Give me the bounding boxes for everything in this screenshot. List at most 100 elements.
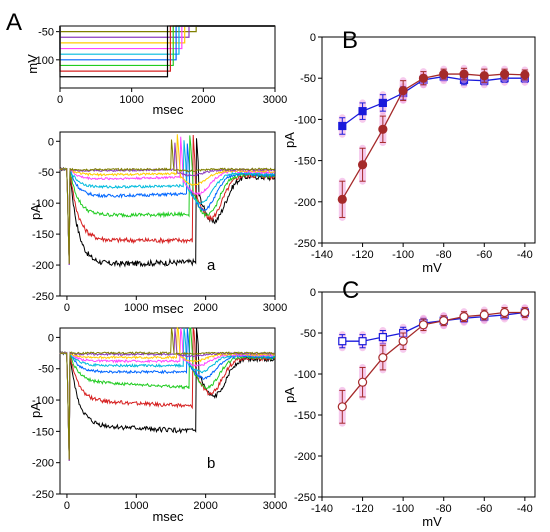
y-tick-label: 0	[310, 32, 316, 44]
y-tick-label: -250	[32, 489, 54, 501]
data-point	[439, 316, 449, 326]
y-tick-label: -100	[32, 395, 54, 407]
protocol-plot: 0 1000 2000 3000 -50 -100 msec mV	[25, 25, 287, 117]
data-point	[378, 98, 387, 108]
y-tick-label: 0	[48, 332, 54, 344]
current-trace	[59, 327, 276, 460]
series-line	[341, 311, 525, 408]
x-tick-label: -60	[476, 503, 492, 515]
iv-plot-B: -140 -120 -100 -80 -60 -40 0 -50 -100 -150 -200 -25…	[282, 32, 536, 275]
panel-label-C: C	[342, 277, 359, 304]
y-tick-label: -200	[294, 451, 316, 463]
y-tick-label: 0	[310, 287, 316, 299]
y-tick-label: -250	[294, 238, 316, 250]
y-tick-label: -250	[32, 291, 54, 303]
x-axis-label: msec	[152, 509, 184, 524]
data-point	[357, 377, 368, 387]
current-trace	[59, 327, 276, 461]
x-tick-label: 2000	[193, 500, 217, 512]
x-tick-label: 3000	[263, 94, 287, 106]
x-tick-label: -100	[392, 503, 414, 515]
current-trace	[59, 139, 275, 264]
panel-label-B: B	[342, 27, 358, 54]
current-traces-b-plot: 0 1000 2000 3000 0 -50 -100 -150 -200 -250 msec pA	[28, 326, 287, 524]
data-point	[459, 312, 469, 322]
series-line	[341, 73, 525, 200]
data-point	[418, 320, 429, 330]
x-tick-label: 1000	[124, 500, 148, 512]
x-tick-label: -120	[352, 249, 374, 261]
y-axis-label: pA	[282, 132, 297, 148]
data-point	[439, 69, 449, 79]
current-trace	[59, 327, 276, 461]
y-tick-label: -50	[38, 364, 54, 376]
y-tick-label: -50	[300, 328, 316, 340]
current-trace	[59, 134, 275, 264]
voltage-step-trace	[59, 25, 275, 78]
x-tick-label: -120	[352, 503, 374, 515]
y-tick-label: 0	[48, 136, 54, 148]
series-line	[342, 311, 525, 342]
data-point	[337, 402, 347, 412]
data-point	[398, 336, 408, 346]
current-trace	[59, 140, 275, 264]
data-point	[398, 85, 408, 96]
data-point	[337, 194, 347, 204]
series-line	[341, 75, 525, 127]
sublabel-a: a	[207, 257, 216, 274]
current-trace	[59, 327, 276, 459]
y-tick-label: -150	[294, 410, 316, 422]
data-point	[479, 71, 489, 81]
x-tick-label: 0	[57, 94, 63, 106]
current-traces-a-plot: 0 1000 2000 3000 0 -50 -100 -150 -200 -250 msec pA	[28, 131, 287, 316]
current-trace	[59, 138, 276, 269]
current-trace	[59, 136, 275, 265]
x-axis-label: msec	[152, 301, 184, 316]
x-tick-label: 1000	[124, 302, 148, 314]
data-point	[338, 337, 347, 346]
x-tick-label: -60	[476, 249, 492, 261]
plot-frame	[59, 327, 276, 495]
x-tick-label: 2000	[193, 302, 217, 314]
plot-frame	[321, 36, 536, 244]
data-point	[378, 333, 387, 342]
x-tick-label: -80	[436, 503, 452, 515]
data-point	[499, 69, 510, 79]
current-trace	[59, 327, 276, 460]
current-trace	[59, 327, 276, 460]
y-tick-label: -200	[32, 458, 54, 470]
y-tick-label: -100	[32, 55, 54, 67]
data-point	[479, 310, 489, 320]
x-tick-label: 3000	[263, 500, 287, 512]
x-axis-label: mV	[422, 514, 442, 529]
y-tick-label: -200	[32, 260, 54, 272]
data-point	[499, 307, 510, 318]
x-tick-label: -40	[517, 249, 533, 261]
y-axis-label: pA	[28, 402, 43, 418]
x-tick-label: -40	[517, 503, 533, 515]
y-axis-label: pA	[28, 204, 43, 220]
y-tick-label: -250	[294, 492, 316, 504]
x-tick-label: 2000	[191, 94, 215, 106]
y-tick-label: -50	[38, 27, 54, 39]
current-trace	[59, 142, 275, 265]
data-point	[358, 107, 367, 116]
x-tick-label: 1000	[119, 94, 143, 106]
x-tick-label: 3000	[263, 302, 287, 314]
y-tick-label: -100	[294, 369, 316, 381]
current-trace	[59, 134, 276, 265]
data-point	[418, 73, 429, 83]
data-point	[338, 121, 347, 131]
current-trace	[59, 326, 276, 460]
x-tick-label: 0	[64, 302, 70, 314]
current-trace	[59, 327, 276, 461]
data-point	[378, 124, 388, 134]
data-point	[520, 307, 530, 318]
y-tick-label: -150	[32, 426, 54, 438]
data-point	[520, 70, 530, 80]
panel-label-A: A	[6, 9, 22, 36]
plot-frame	[321, 291, 536, 498]
current-trace	[59, 143, 275, 265]
sublabel-b: b	[207, 455, 215, 472]
